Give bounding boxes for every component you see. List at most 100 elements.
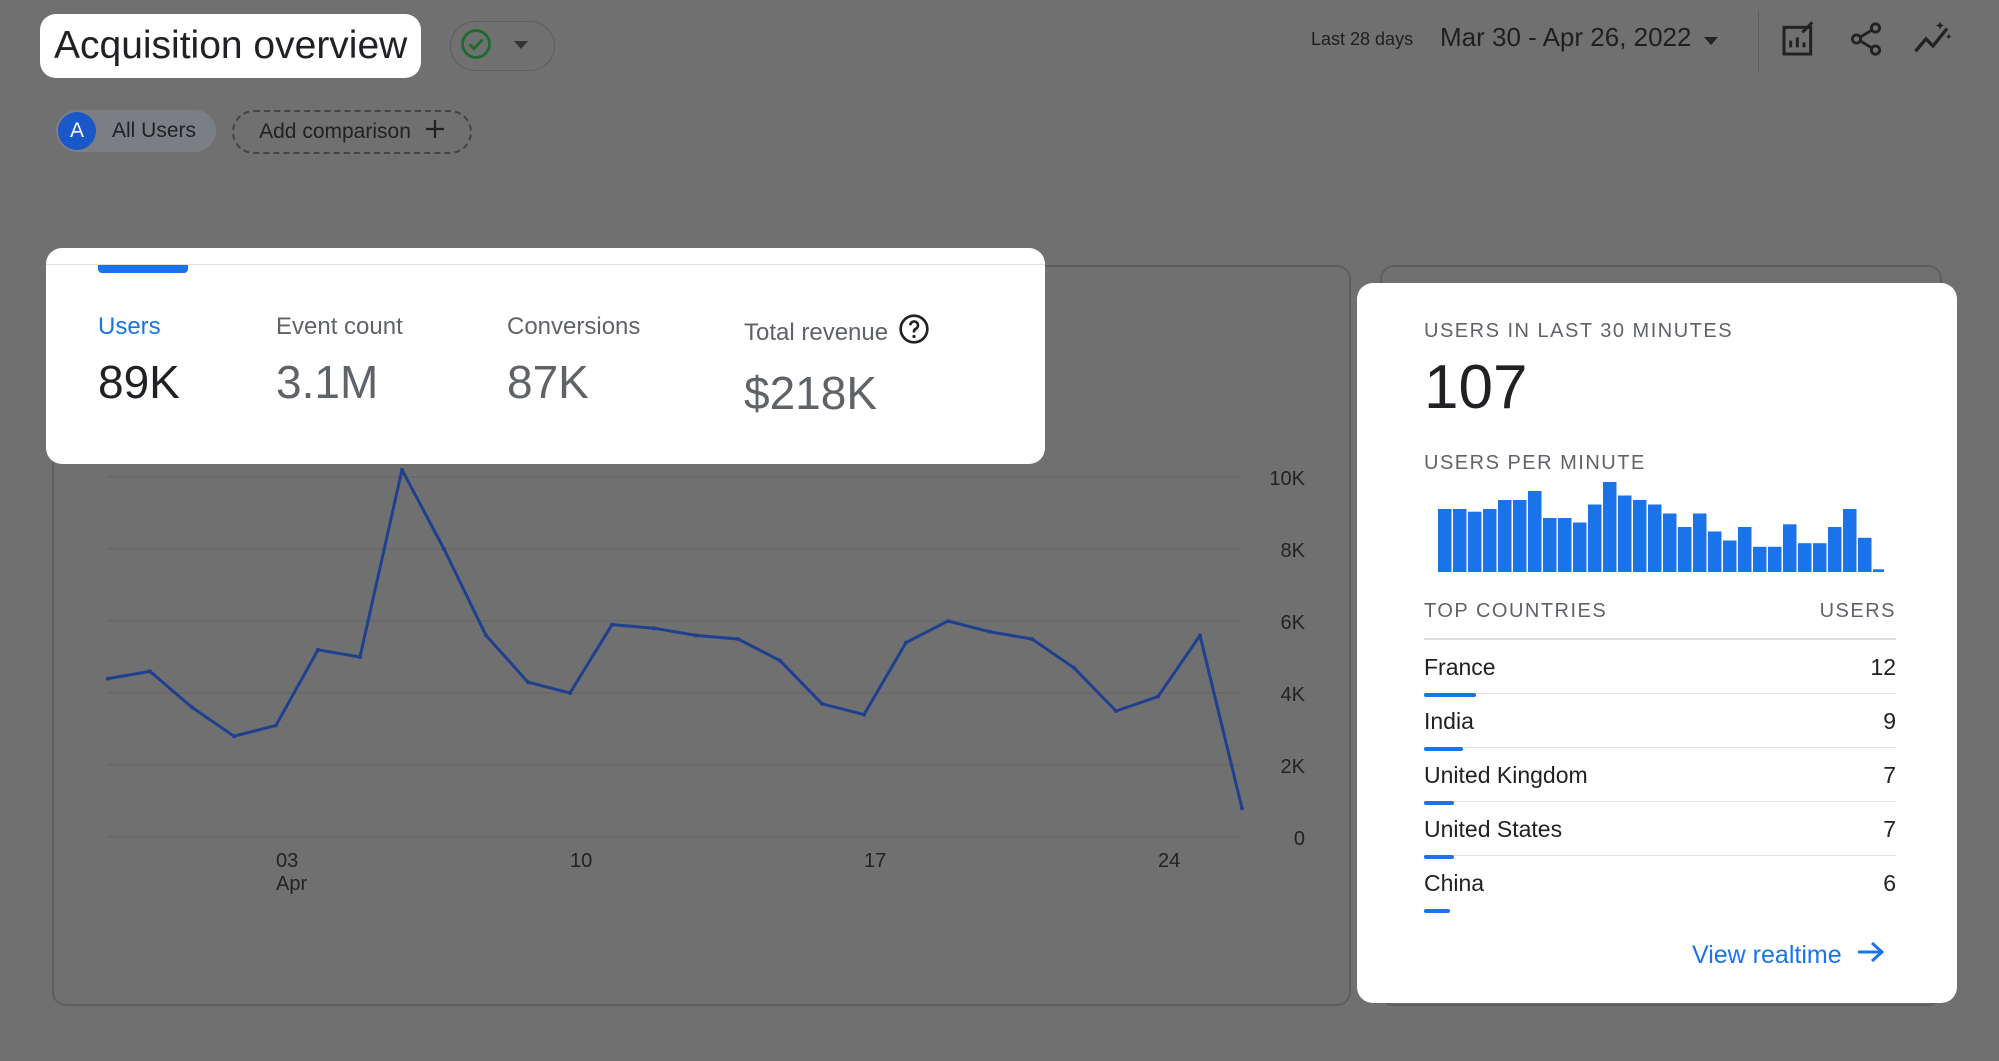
users-data-point — [274, 723, 278, 728]
per-minute-bar — [1633, 500, 1647, 572]
row-divider — [1424, 801, 1896, 802]
users-data-point — [778, 658, 782, 663]
users-data-point — [1240, 806, 1244, 811]
country-share-bar — [1424, 747, 1463, 751]
per-minute-bar — [1753, 546, 1767, 572]
country-name: United Kingdom — [1424, 762, 1588, 788]
per-minute-bar — [1573, 522, 1587, 572]
metric-value: 87K — [507, 356, 589, 408]
users-data-point — [232, 734, 236, 739]
segment-chip-all-users[interactable]: A All Users — [56, 110, 216, 152]
share-icon[interactable] — [1843, 16, 1889, 62]
per-minute-bar — [1798, 543, 1812, 572]
users-data-point — [400, 467, 404, 472]
metric-tab-conversions[interactable]: Conversions 87K — [507, 313, 640, 409]
metrics-tabs-panel — [46, 248, 1045, 464]
country-users: 6 — [1883, 870, 1896, 896]
x-tick-label: 10 — [570, 850, 592, 872]
y-tick-label: 2K — [1281, 756, 1306, 778]
per-minute-bar — [1873, 569, 1884, 572]
users-column-heading: USERS — [1819, 600, 1896, 622]
per-minute-bar — [1723, 540, 1737, 572]
per-minute-bar — [1453, 509, 1467, 572]
check-circle-icon — [459, 27, 493, 66]
country-name: France — [1424, 654, 1496, 680]
y-tick-label: 4K — [1281, 684, 1306, 706]
country-share-bar — [1424, 909, 1450, 913]
metric-label: Users — [98, 313, 161, 340]
metric-label: Event count — [276, 313, 403, 340]
per-minute-bar — [1663, 513, 1677, 572]
y-tick-label: 10K — [1269, 468, 1305, 490]
date-range-label: Last 28 days — [1311, 29, 1414, 49]
countries-header-divider — [1424, 638, 1896, 640]
country-share-bar — [1424, 693, 1476, 697]
active-tab-indicator — [98, 265, 188, 273]
per-minute-bar — [1588, 504, 1602, 572]
users-data-point — [946, 619, 950, 623]
y-tick-label: 0 — [1294, 828, 1305, 850]
metric-tab-users[interactable]: Users 89K — [98, 313, 180, 409]
per-minute-bar — [1843, 509, 1857, 572]
users-data-point — [904, 640, 908, 645]
arrow-right-icon — [1856, 940, 1886, 971]
users-data-point — [694, 633, 698, 638]
users-last-30-min-heading: USERS IN LAST 30 MINUTES — [1424, 320, 1734, 342]
top-countries-heading: TOP COUNTRIES — [1424, 600, 1608, 622]
per-minute-bar — [1828, 527, 1842, 572]
users-data-point — [610, 622, 614, 627]
users-data-point — [736, 637, 740, 641]
row-divider — [1424, 747, 1896, 748]
metric-tab-event-count[interactable]: Event count 3.1M — [276, 313, 403, 409]
users-per-minute-heading: USERS PER MINUTE — [1424, 452, 1646, 474]
date-range-picker[interactable]: Mar 30 - Apr 26, 2022 — [1440, 22, 1719, 53]
users-data-point — [1072, 665, 1076, 670]
users-data-point — [148, 669, 152, 674]
per-minute-bar — [1648, 504, 1662, 572]
y-tick-label: 8K — [1281, 540, 1306, 562]
top-countries-header: TOP COUNTRIES USERS — [1424, 600, 1896, 623]
users-per-minute-bar-chart — [1438, 482, 1884, 572]
report-status-dropdown[interactable] — [450, 21, 555, 71]
per-minute-bar — [1603, 482, 1617, 572]
per-minute-bar — [1768, 546, 1782, 572]
per-minute-bar — [1528, 491, 1542, 572]
country-row: France 12 — [1424, 640, 1896, 697]
per-minute-bar — [1693, 513, 1707, 572]
users-data-point — [862, 712, 866, 717]
page-title-text: Acquisition overview — [54, 24, 408, 67]
row-divider — [1424, 693, 1896, 694]
realtime-card — [1357, 283, 1957, 1003]
users-data-point — [316, 647, 320, 652]
view-realtime-link[interactable]: View realtime — [1692, 940, 1886, 971]
realtime-users-count: 107 — [1424, 353, 1528, 422]
customize-report-icon[interactable] — [1776, 16, 1822, 62]
users-data-point — [1198, 633, 1202, 638]
header-divider — [1758, 10, 1759, 72]
per-minute-bar — [1813, 543, 1827, 572]
metric-value: 89K — [98, 356, 180, 408]
metrics-tabs-top-border — [46, 264, 1045, 265]
add-comparison-label: Add comparison — [259, 120, 411, 143]
users-series-line — [107, 468, 1244, 809]
country-share-bar — [1424, 801, 1455, 805]
country-row: United Kingdom 7 — [1424, 748, 1896, 805]
metric-tab-total-revenue[interactable]: Total revenue $218K — [744, 313, 930, 420]
country-name: United States — [1424, 816, 1563, 842]
page-title: Acquisition overview — [40, 14, 422, 78]
users-data-point — [358, 655, 362, 659]
avatar: A — [58, 112, 96, 150]
add-comparison-button[interactable]: Add comparison — [232, 110, 472, 154]
help-circle-icon[interactable] — [898, 313, 930, 352]
date-range-value: Mar 30 - Apr 26, 2022 — [1440, 22, 1692, 52]
per-minute-bar — [1558, 518, 1572, 572]
x-tick-sublabel: Apr — [276, 873, 307, 895]
users-data-point — [190, 705, 194, 710]
insights-icon[interactable] — [1910, 16, 1956, 62]
plus-icon — [425, 119, 445, 145]
users-data-point — [1030, 637, 1034, 641]
segment-label: All Users — [112, 119, 197, 142]
users-data-point — [820, 701, 824, 706]
per-minute-bar — [1498, 500, 1512, 572]
